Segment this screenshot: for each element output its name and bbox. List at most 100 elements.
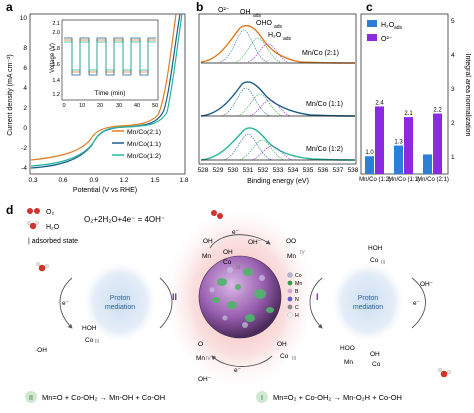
panel-c-xtick: Mn/Co (1:1) — [388, 177, 420, 183]
panel-c-ylabel: Integral area normalization — [464, 54, 471, 137]
struct-mn-top-right: Mn — [287, 253, 296, 260]
struct-hoh-right-label: HOH — [368, 245, 383, 252]
panel-a-xtick: 0.3 — [28, 177, 37, 184]
inset-xlabel: Time (min) — [95, 90, 126, 97]
struct-hoo-mn: HOO — [340, 345, 355, 352]
panel-c-xticks: Mn/Co (1:2) Mn/Co (1:1) Mn/Co (2:1) — [359, 177, 449, 183]
panel-c-legend: H₂O ads O²⁻ — [367, 20, 403, 43]
xps-label-1-1: Mn/Co (1:1) — [306, 101, 343, 108]
struct-co-bottom-right: Co — [372, 361, 381, 368]
struct-o-mn-bottom: O — [198, 341, 203, 348]
struct-iii-right: III — [381, 260, 385, 266]
legend-h2o: H₂O — [381, 22, 395, 29]
panel-c-yticks: 1 2 3 4 5 — [451, 18, 455, 161]
bar — [433, 113, 442, 174]
panel-b-axes — [198, 13, 357, 165]
e-top: e⁻ — [232, 229, 240, 236]
struct-oh-co-bottom: OH — [370, 351, 380, 358]
inset-xtick: 30 — [116, 103, 122, 109]
proton-mediation-left-text: Proton mediation — [105, 295, 135, 311]
panel-a-letter: a — [6, 0, 13, 14]
oh-left: ·OH — [35, 347, 47, 354]
bar — [365, 156, 374, 174]
bar — [404, 117, 413, 174]
panel-a-yticks: -4 -2 0 2 4 6 8 10 — [20, 15, 28, 172]
panel-a-xlabel: Potential (V vs RHE) — [73, 187, 137, 194]
bar-value-label: 1.0 — [365, 150, 374, 156]
xps-label-2-1: Mn/Co (2:1) — [302, 50, 339, 57]
xps-spectrum-1-1: Mn/Co (1:1) — [200, 81, 356, 117]
inset-ytick: 1.8 — [52, 46, 60, 52]
panel-a-xtick: 0.9 — [89, 177, 98, 184]
proton-mediation-left-glow — [82, 260, 158, 344]
panel-a-ytick: 10 — [20, 15, 28, 22]
panel-b-xtick: 528 — [198, 167, 209, 174]
panel-c-xtick: Mn/Co (1:2) — [359, 177, 391, 183]
peak-label-oho-sub: ads — [274, 24, 283, 30]
proton-mediation-right-text: Proton mediation — [353, 295, 383, 311]
panel-b-xtick: 533 — [273, 167, 284, 174]
atom-b: B — [295, 289, 299, 295]
panel-d-letter: d — [6, 203, 13, 217]
structures-side: HOH Co III HOH Co III HOO Mn OH Co O Mn … — [82, 245, 385, 368]
peak-label-o2: O²⁻ — [218, 7, 230, 14]
peak-label-h2o-sub: ads — [283, 36, 292, 42]
legend-h2o-text: H₂O — [46, 224, 60, 231]
panel-b-xtick: 534 — [288, 167, 299, 174]
panel-c-ytick: 4 — [451, 52, 455, 59]
panel-b-xlabel: Binding energy (eV) — [247, 178, 309, 185]
panel-d: d O₂ H₂O | adsorbed state O₂+2H₂O+4e⁻ = … — [6, 203, 451, 403]
electron-labels: e⁻ OH⁻ e⁻ ·OH OH⁻ e⁻ e⁻ OH⁻ — [35, 229, 434, 383]
struct-oh-co-bottom-right: OH — [277, 341, 287, 348]
struct-mn-bottom: Mn — [196, 355, 205, 362]
panel-c: c H₂O ads O²⁻ 1 2 3 4 5 Integral area no… — [359, 0, 471, 183]
panel-b-xtick: 537 — [333, 167, 344, 174]
struct-co-right: Co — [370, 257, 379, 264]
atom-co: Co — [295, 273, 302, 279]
panel-c-ytick: 2 — [451, 120, 455, 127]
bar-value-label: 1.3 — [394, 140, 403, 146]
panel-b-xtick: 532 — [258, 167, 269, 174]
bar — [423, 154, 432, 174]
legend-swatch-o2 — [367, 34, 377, 41]
panel-c-ytick: 1 — [451, 154, 455, 161]
bar-value-label: 2.1 — [404, 111, 413, 117]
e-right: e⁻ — [413, 300, 421, 307]
panel-a-xtick: 0.6 — [58, 177, 67, 184]
bar — [394, 145, 403, 174]
peak-label-h2o: H₂O — [268, 32, 282, 39]
struct-iv-bottom: IV — [206, 356, 211, 362]
legend-h2o-sub: ads — [394, 25, 403, 31]
panel-b-letter: b — [196, 0, 203, 14]
panel-a-ytick: 2 — [23, 105, 27, 112]
xps-spectrum-1-2: Mn/Co (1:2) — [200, 127, 356, 161]
inset-xtick: 0 — [62, 103, 65, 109]
marker-ii: II — [172, 292, 177, 302]
inset-ytick: 1.6 — [52, 62, 60, 68]
panel-b: b 528 529 530 531 532 533 534 535 536 53… — [196, 0, 359, 185]
struct-iii-left: III — [95, 339, 99, 345]
struct-iv-top: IV — [300, 250, 305, 256]
panel-b-xticks: 528 529 530 531 532 533 534 535 536 537 … — [198, 167, 359, 174]
panel-c-xtick: Mn/Co (2:1) — [417, 177, 449, 183]
xps-label-1-2: Mn/Co (1:2) — [306, 146, 343, 153]
reaction-arrows — [59, 234, 426, 367]
structures-top: OH Mn OH Co OO Mn IV III — [202, 238, 305, 271]
reaction-ii-text: Mn=O + Co-OH₂ → Mn-OH + Co-OH — [42, 393, 165, 402]
panel-c-ytick: 3 — [451, 86, 455, 93]
struct-mn-bottom-right: Mn — [344, 359, 353, 366]
marker-i: I — [316, 292, 319, 302]
legend-mn-co-2-1: Mn/Co(2:1) — [127, 129, 161, 136]
panel-c-bars: 1.0 2.4 1.3 2.1 2.2 — [365, 100, 442, 174]
reaction-ii: II Mn=O + Co-OH₂ → Mn-OH + Co-OH — [25, 391, 165, 403]
struct-oo: OO — [286, 238, 296, 245]
atom-mn: Mn — [295, 281, 302, 287]
inset-xtick: 40 — [134, 103, 140, 109]
struct-iii-top: III — [236, 265, 240, 271]
inset-ytick: 2.1 — [52, 21, 60, 27]
peak-label-oh-sub: ads — [253, 13, 262, 19]
panel-b-xtick: 535 — [303, 167, 314, 174]
panel-c-ytick: 5 — [451, 18, 455, 25]
panel-a-axes — [29, 13, 186, 175]
